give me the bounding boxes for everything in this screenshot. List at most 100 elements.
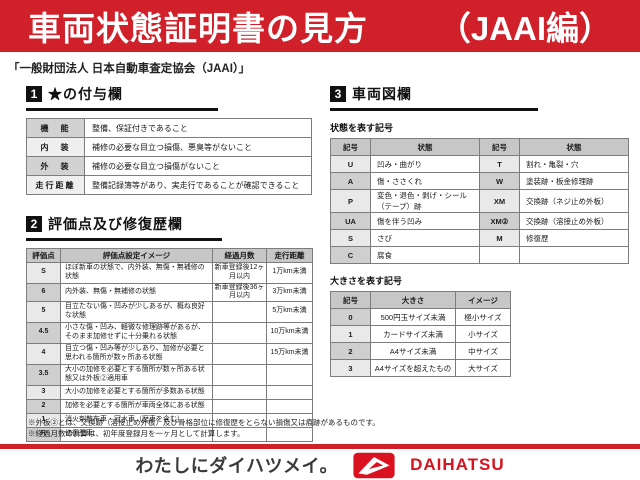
score-cell: 4 <box>26 342 61 365</box>
col-header: 記号 <box>330 138 371 156</box>
symbol-cell: S <box>330 229 371 247</box>
state-cell: 交換跡（溶接止め外板） <box>519 212 629 230</box>
row-desc: 補修の必要な目立つ損傷、悪臭等がないこと <box>84 137 312 157</box>
table-row: 4 目立つ傷・凹み等が少しあり、加修が必要と思われる箇所が数ヶ所ある状態 15万… <box>26 342 313 365</box>
state-cell: 腐食 <box>370 246 480 264</box>
months-cell <box>212 321 267 344</box>
desc-cell: 目立つ傷・凹み等が少しあり、加修が必要と思われる箇所が数ヶ所ある状態 <box>60 342 213 365</box>
image-cell: 中サイズ <box>455 342 511 360</box>
score-cell: 5 <box>26 301 61 323</box>
col-header: 記号 <box>479 138 520 156</box>
table-row: U 凹み・曲がり T 割れ・亀裂・穴 <box>330 155 629 173</box>
col-header: 走行距離 <box>266 248 313 263</box>
section3-number-badge: 3 <box>330 86 346 102</box>
desc-cell: 大小の加修を必要とする箇所が数ヶ所ある状態又は外板②適用車 <box>60 363 213 386</box>
state-cell: 塗装跡・板金修理跡 <box>519 172 629 190</box>
size-cell: カードサイズ未満 <box>370 325 456 343</box>
mileage-cell: 10万km未満 <box>266 321 313 344</box>
symbol-cell-empty <box>479 246 520 264</box>
image-cell: 小サイズ <box>455 325 511 343</box>
footnote-line: ※外板②とは、交換跡（溶接止め外板）及び骨格部位に修復歴をとらない損傷又は痕跡が… <box>28 418 380 427</box>
table-row: 2 A4サイズ未満 中サイズ <box>330 342 511 360</box>
state-cell: 傷・ささくれ <box>370 172 480 190</box>
section1-number-badge: 1 <box>26 86 42 102</box>
section2-title: 評価点及び修復歴欄 <box>48 216 183 232</box>
desc-cell: 小さな傷・凹み、軽微な修理跡等があるが、そのまま加修せずに十分乗れる状態 <box>60 321 213 344</box>
state-cell: さび <box>370 229 480 247</box>
months-cell <box>212 342 267 365</box>
col-header: 評価点設定イメージ <box>60 248 213 263</box>
col-header: 状態 <box>370 138 480 156</box>
table-row: R 修復歴車 <box>26 426 313 442</box>
score-cell: 3.5 <box>26 363 61 386</box>
footer: わたしにダイハツメイ。 DAIHATSU <box>0 450 640 480</box>
mileage-cell: 1万km未満 <box>266 262 313 284</box>
table-row: S さび M 修復歴 <box>330 229 629 247</box>
table-row: 4.5 小さな傷・凹み、軽微な修理跡等があるが、そのまま加修せずに十分乗れる状態… <box>26 321 313 344</box>
mileage-cell <box>266 363 313 386</box>
symbol-cell: A <box>330 172 371 190</box>
page-title: 車両状態証明書の見方 <box>28 10 368 47</box>
col-header: 大きさ <box>370 291 456 309</box>
section1-header: 1 ★の付与欄 <box>26 84 218 111</box>
desc-cell: 修復歴車 <box>60 426 213 442</box>
col-header: イメージ <box>455 291 511 309</box>
state-cell: 割れ・亀裂・穴 <box>519 155 629 173</box>
state-cell: 変色・退色・剥げ・シール（テープ）跡 <box>370 189 480 213</box>
score-cell: 1 <box>26 412 61 428</box>
table-header-row: 評価点 評価点設定イメージ 経過月数 走行距離 <box>26 248 313 263</box>
size-cell: A4サイズ未満 <box>370 342 456 360</box>
table-row: 走行距離 整備記録簿等があり、実走行であることが確認できること <box>26 175 312 195</box>
footnotes: ※外板②とは、交換跡（溶接止め外板）及び骨格部位に修復歴をとらない損傷又は痕跡が… <box>28 418 380 440</box>
section3-header: 3 車両図欄 <box>330 84 538 111</box>
mileage-cell <box>266 398 313 414</box>
evaluation-table: 評価点 評価点設定イメージ 経過月数 走行距離 S ほぼ新車の状態で、内外装、無… <box>26 248 313 442</box>
score-cell: 4.5 <box>26 321 61 344</box>
image-cell: 大サイズ <box>455 359 511 377</box>
mileage-cell: 5万km未満 <box>266 301 313 323</box>
daihatsu-wordmark: DAIHATSU <box>410 455 505 474</box>
desc-cell: 内外装、無傷・無補修の状態 <box>60 282 213 302</box>
footnote-line: ※経過月数の計算は、初年度登録月を一ヶ月として計算します。 <box>28 428 245 438</box>
symbol-cell: U <box>330 155 371 173</box>
mileage-cell <box>266 426 313 442</box>
size-symbols-label: 大きさを表す記号 <box>330 276 403 286</box>
right-column: 3 車両図欄 状態を表す記号 記号 状態 記号 状態 U 凹み・曲がり T 割れ… <box>330 84 629 377</box>
table-row: P 変色・退色・剥げ・シール（テープ）跡 XM 交換跡（ネジ止め外板） <box>330 189 629 213</box>
table-row: 1 消火剤散布車・冠水車（歴車を含む） <box>26 412 313 428</box>
size-symbols-table: 記号 大きさ イメージ 0 500円玉サイズ未満 極小サイズ 1 カードサイズ未… <box>330 291 511 377</box>
symbol-cell: 2 <box>330 342 371 360</box>
left-column: 1 ★の付与欄 機 能 整備、保証付きであること 内 装 補修の必要な目立つ損傷… <box>26 84 313 442</box>
table-row: 5 目立たない傷・凹みが少しあるが、概ね良好な状態 5万km未満 <box>26 301 313 323</box>
state-cell: 傷を伴う凹み <box>370 212 480 230</box>
condition-symbols-label: 状態を表す記号 <box>330 123 394 133</box>
score-cell: 3 <box>26 384 61 400</box>
symbol-cell: C <box>330 246 371 264</box>
section2-number-badge: 2 <box>26 216 42 232</box>
row-label: 内 装 <box>26 137 85 157</box>
desc-cell: 加修を必要とする箇所が車両全体にある状態 <box>60 398 213 414</box>
mileage-cell <box>266 384 313 400</box>
organization-subtitle: 「一般財団法人 日本自動車査定協会（JAAI）」 <box>8 63 251 75</box>
symbol-cell: 3 <box>330 359 371 377</box>
row-desc: 整備記録簿等があり、実走行であることが確認できること <box>84 175 312 195</box>
desc-cell: ほぼ新車の状態で、内外装、無傷・無補修の状態 <box>60 262 213 284</box>
section2-header: 2 評価点及び修復歴欄 <box>26 214 222 241</box>
image-cell: 極小サイズ <box>455 308 511 326</box>
condition-symbols-table: 記号 状態 記号 状態 U 凹み・曲がり T 割れ・亀裂・穴 A 傷・ささくれ … <box>330 138 629 264</box>
star-criteria-table: 機 能 整備、保証付きであること 内 装 補修の必要な目立つ損傷、悪臭等がないこ… <box>26 118 312 195</box>
symbol-cell: XM② <box>479 212 520 230</box>
score-cell: 6 <box>26 282 61 302</box>
symbol-cell: T <box>479 155 520 173</box>
symbol-cell: W <box>479 172 520 190</box>
score-cell: S <box>26 262 61 284</box>
months-cell <box>212 384 267 400</box>
state-cell: 凹み・曲がり <box>370 155 480 173</box>
table-row: 2 加修を必要とする箇所が車両全体にある状態 <box>26 398 313 414</box>
desc-cell: 大小の加修を必要とする箇所が多数ある状態 <box>60 384 213 400</box>
size-cell: A4サイズを超えたもの <box>370 359 456 377</box>
table-row: 外 装 補修の必要な目立つ損傷がないこと <box>26 156 312 176</box>
table-row: 3.5 大小の加修を必要とする箇所が数ヶ所ある状態又は外板②適用車 <box>26 363 313 386</box>
months-cell: 新車登録後36ヶ月以内 <box>212 282 267 302</box>
score-cell: 2 <box>26 398 61 414</box>
